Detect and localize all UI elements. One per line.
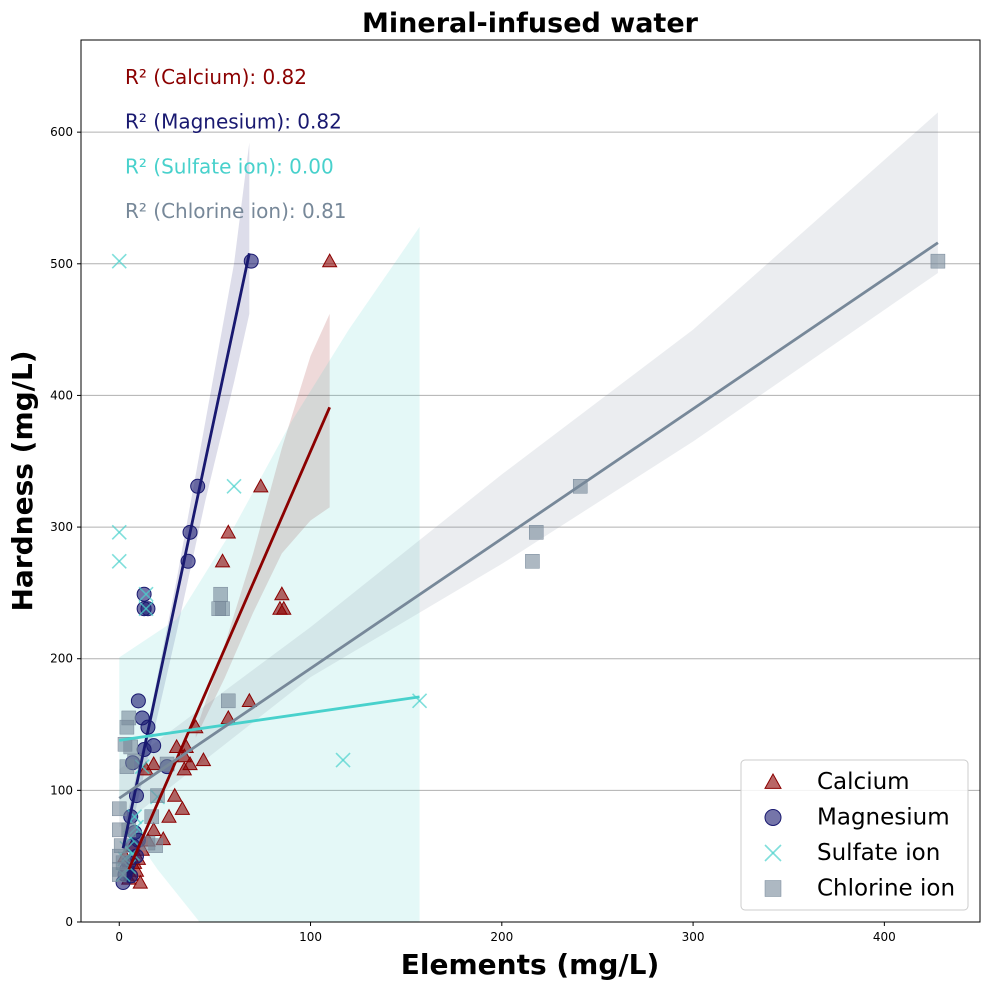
chlorine-ion-point [215,601,230,616]
y-tick-label: 100 [50,783,73,797]
sulfate-ion-point [111,253,127,269]
magnesium-regression-line [121,252,251,849]
x-tick-label: 300 [682,930,705,944]
sulfate-ion-point [111,524,127,540]
x-tick-label: 0 [115,930,123,944]
calcium-point [145,821,162,836]
magnesium-point [140,601,156,617]
chlorine-ion-point [112,867,127,882]
legend-marker [764,844,782,862]
sulfate-ion-point-stroke [138,601,154,617]
sulfate-ion-point-stroke [138,586,154,602]
r2-annotation: R² (Magnesium): 0.82 [125,110,342,134]
r2-annotation: R² (Calcium): 0.82 [125,65,307,89]
chlorine-ion-point [221,693,236,709]
chlorine-ion-point [112,801,127,817]
calcium-point [195,752,212,767]
calcium-point [275,600,292,615]
sulfate-ion-point-stroke [411,693,428,709]
calcium-point [138,761,154,776]
x-axis-title: Elements (mg/L) [401,948,660,981]
r2-annotation: R² (Sulfate ion): 0.00 [125,154,334,178]
chlorine-ion-point [930,253,946,269]
r2-annotations: R² (Calcium): 0.82 R² (Magnesium): 0.82 R²… [125,65,347,223]
sulfate-ion-point-stroke [111,524,127,540]
legend-marker-stroke [764,844,782,862]
chlorine-ion-point [119,759,135,774]
y-axis-title: Hardness (mg/L) [6,350,39,611]
calcium-point [241,692,258,707]
x-tick-label: 200 [490,930,513,944]
sulfate-ion-point [111,553,127,569]
calcium-point [220,524,237,539]
sulfate-ion-point [138,586,154,602]
x-tick-label: 400 [873,930,896,944]
confidence-band [119,112,938,828]
y-tick-label: 0 [65,915,73,929]
plot-frame [80,39,981,923]
legend-marker [764,880,782,897]
calcium-point [174,800,191,815]
legend-marker [764,772,782,789]
chlorine-ion-point [528,525,544,540]
calcium-point [132,874,149,889]
sulfate-ion-regression-line [119,695,420,742]
calcium-point [161,808,177,823]
chlorine-ion-point [112,822,127,838]
axis-ticks: 0 100 200 300 400 500 600 0 100 200 300 400 [50,125,896,944]
legend-label: Magnesium [817,805,950,831]
chlorine-ion-point [119,719,135,735]
legend-box [740,759,969,911]
calcium-point [166,787,183,802]
magnesium-point [136,586,152,602]
legend-label: Chlorine ion [817,876,955,902]
chart-title: Mineral-infused water [362,8,699,39]
sulfate-ion-point-stroke [111,553,127,569]
chlorine-ion-point [525,554,540,569]
sulfate-ion-point-stroke [335,752,351,768]
legend-label: Calcium [817,769,910,795]
calcium-point [176,761,193,776]
sulfate-ion-point [138,601,154,617]
legend: Calcium Magnesium Sulfate ion Chlorine ion [740,759,969,911]
sulfate-ion-point-stroke [226,478,242,494]
legend-label: Sulfate ion [817,840,940,866]
calcium-point [321,253,338,268]
sulfate-ion-point [226,478,242,494]
confidence-band [195,313,330,738]
calcium-point [145,756,162,771]
calcium-point [273,586,290,601]
sulfate-ion-point-stroke [111,253,127,269]
y-tick-label: 300 [50,520,73,534]
calcium-point [214,553,231,568]
chlorine-ion-point [213,586,228,602]
y-tick-label: 600 [50,125,73,139]
y-tick-label: 500 [50,257,73,271]
y-tick-label: 400 [50,388,73,402]
legend-marker [764,809,782,826]
magnesium-point [130,693,146,709]
chlorine-ion-regression-line [118,241,939,800]
regression-lines [118,241,939,870]
calcium-regression-line [127,406,331,870]
sulfate-ion-point [335,752,351,768]
sulfate-ion-point-stroke [134,759,150,775]
x-tick-label: 100 [299,930,322,944]
y-tick-label: 200 [50,652,73,666]
calcium-point [252,478,269,493]
r2-annotation: R² (Chlorine ion): 0.81 [125,199,347,223]
